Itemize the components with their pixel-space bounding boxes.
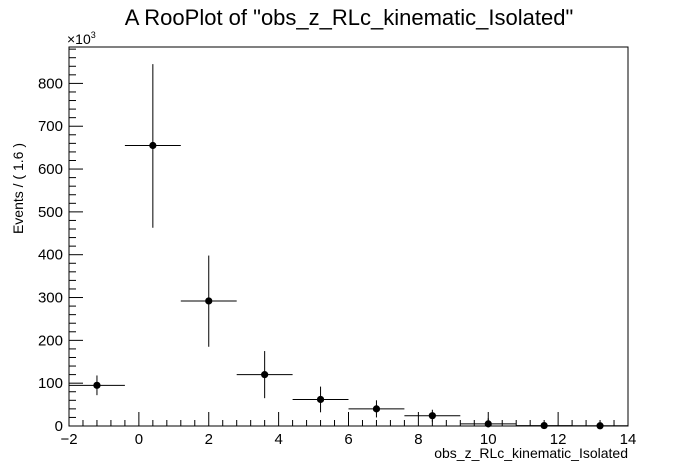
data-point [348, 400, 405, 418]
x-tick-label: 10 [480, 431, 497, 448]
y-axis: 0 100 200 300 400 500 600 700 800 [38, 48, 83, 435]
y-axis-multiplier-exponent: 3 [91, 30, 96, 40]
data-point [236, 351, 293, 399]
x-tick-label: 8 [414, 431, 422, 448]
chart-title: A RooPlot of "obs_z_RLc_kinematic_Isolat… [125, 5, 574, 30]
point-marker [261, 371, 269, 379]
y-tick-label: 200 [38, 332, 63, 349]
data-point [292, 386, 349, 413]
x-axis-label: obs_z_RLc_kinematic_Isolated [434, 445, 628, 461]
point-marker [596, 422, 604, 430]
x-tick-label: 6 [344, 431, 352, 448]
y-axis-multiplier: ×103 [67, 30, 96, 47]
data-point [460, 418, 517, 428]
x-tick-label: 12 [550, 431, 567, 448]
x-tick-label: 14 [620, 431, 637, 448]
data-point [572, 422, 628, 430]
data-point [180, 255, 237, 347]
data-points [69, 64, 628, 430]
x-tick-label: 0 [135, 431, 143, 448]
point-marker [484, 420, 492, 428]
point-marker [93, 381, 101, 389]
y-axis-label: Events / ( 1.6 ) [10, 143, 26, 234]
y-tick-label: 700 [38, 118, 63, 135]
point-marker [540, 421, 548, 430]
point-marker [372, 405, 381, 413]
y-tick-label: 400 [38, 247, 63, 264]
data-point [124, 64, 181, 228]
x-tick-label: 2 [205, 431, 213, 448]
y-tick-label: 600 [38, 161, 63, 178]
point-marker [205, 297, 213, 305]
y-tick-label: 500 [38, 204, 63, 221]
x-axis: −2 0 2 4 6 8 10 12 14 [60, 412, 636, 448]
point-marker [316, 395, 325, 404]
data-point [69, 375, 125, 396]
x-tick-label: −2 [60, 431, 77, 448]
data-point [516, 421, 573, 430]
point-marker [428, 412, 436, 420]
y-axis-multiplier-base: ×10 [67, 31, 91, 47]
x-tick-label: 4 [274, 431, 282, 448]
data-point [404, 409, 461, 422]
y-tick-label: 300 [38, 290, 63, 307]
y-tick-label: 800 [38, 75, 63, 92]
point-marker [149, 141, 157, 150]
y-tick-label: 0 [55, 418, 63, 435]
y-tick-label: 100 [38, 375, 63, 392]
